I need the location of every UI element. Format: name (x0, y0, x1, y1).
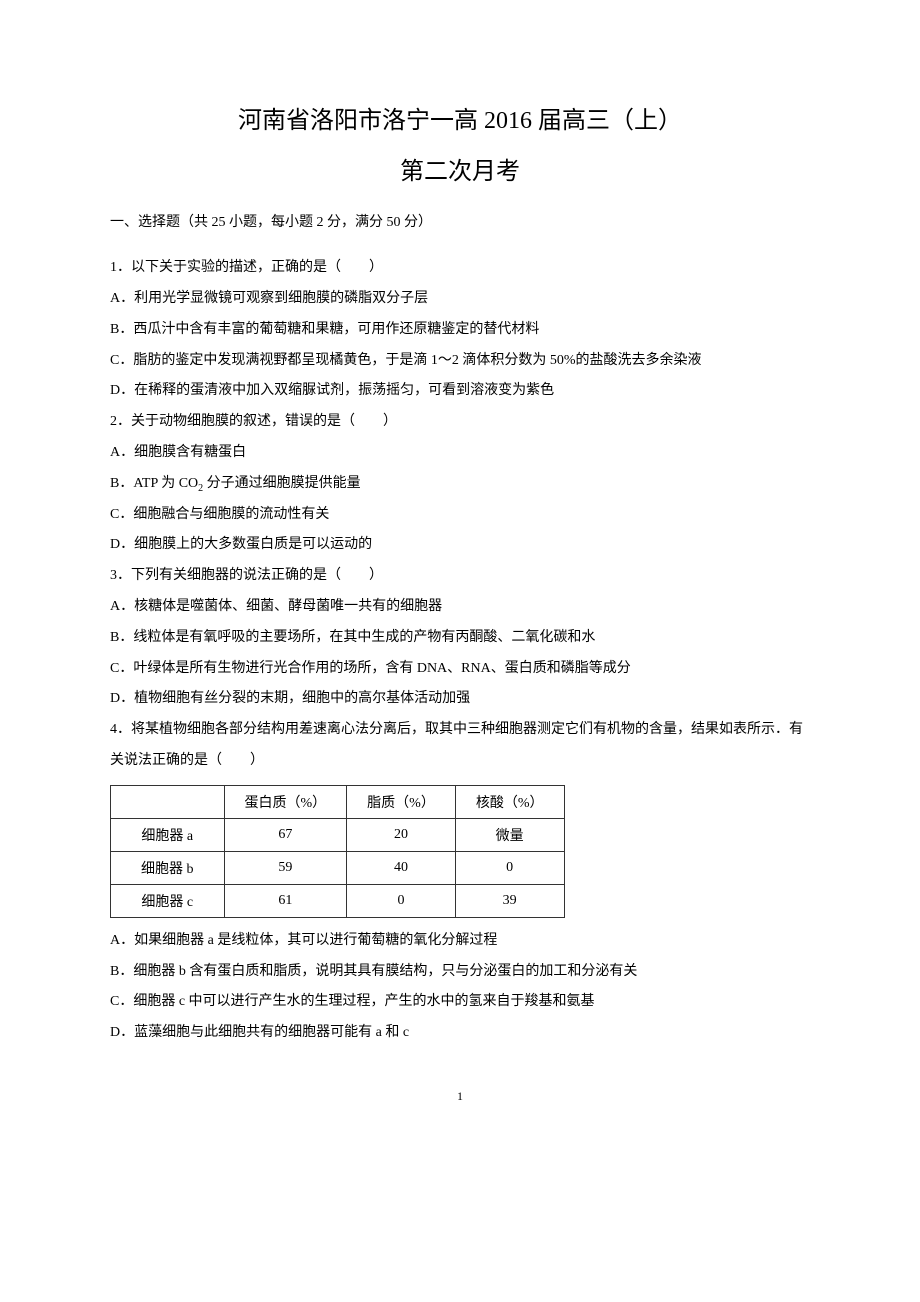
question-4-table: 蛋白质（%） 脂质（%） 核酸（%） 细胞器 a 67 20 微量 细胞器 b … (110, 785, 810, 918)
table-cell: 微量 (455, 818, 564, 851)
table-header-cell (111, 785, 225, 818)
question-2-option-c: C．细胞融合与细胞膜的流动性有关 (110, 500, 810, 531)
table-cell: 61 (224, 884, 347, 917)
question-1-option-a: A．利用光学显微镜可观察到细胞膜的磷脂双分子层 (110, 284, 810, 315)
question-3-stem: 3．下列有关细胞器的说法正确的是（ ） (110, 561, 810, 592)
q2-optb-suffix: 分子通过细胞膜提供能量 (203, 476, 361, 491)
table-header-cell: 核酸（%） (455, 785, 564, 818)
table-row: 细胞器 a 67 20 微量 (111, 818, 565, 851)
table-cell: 67 (224, 818, 347, 851)
document-subtitle: 第二次月考 (110, 151, 810, 186)
question-2-option-a: A．细胞膜含有糖蛋白 (110, 438, 810, 469)
table-cell: 39 (455, 884, 564, 917)
question-3-option-a: A．核糖体是噬菌体、细菌、酵母菌唯一共有的细胞器 (110, 592, 810, 623)
table-header-row: 蛋白质（%） 脂质（%） 核酸（%） (111, 785, 565, 818)
table-cell: 20 (347, 818, 456, 851)
question-1-option-d: D．在稀释的蛋清液中加入双缩脲试剂，振荡摇匀，可看到溶液变为紫色 (110, 376, 810, 407)
table-cell: 40 (347, 851, 456, 884)
q2-optb-prefix: B．ATP 为 CO (110, 476, 198, 491)
table-cell: 0 (455, 851, 564, 884)
question-3-option-b: B．线粒体是有氧呼吸的主要场所，在其中生成的产物有丙酮酸、二氧化碳和水 (110, 623, 810, 654)
question-1-option-c: C．脂肪的鉴定中发现满视野都呈现橘黄色，于是滴 1～2 滴体积分数为 50%的盐… (110, 346, 810, 377)
section-header: 一、选择题（共 25 小题，每小题 2 分，满分 50 分） (110, 210, 810, 235)
table-cell: 0 (347, 884, 456, 917)
table-cell: 细胞器 c (111, 884, 225, 917)
question-3-option-c: C．叶绿体是所有生物进行光合作用的场所，含有 DNA、RNA、蛋白质和磷脂等成分 (110, 654, 810, 685)
page-number: 1 (110, 1089, 810, 1104)
question-2-option-d: D．细胞膜上的大多数蛋白质是可以运动的 (110, 530, 810, 561)
question-2-stem: 2．关于动物细胞膜的叙述，错误的是（ ） (110, 407, 810, 438)
table-row: 细胞器 b 59 40 0 (111, 851, 565, 884)
question-4-stem: 4．将某植物细胞各部分结构用差速离心法分离后，取其中三种细胞器测定它们有机物的含… (110, 715, 810, 777)
table-header-cell: 脂质（%） (347, 785, 456, 818)
question-4-option-d: D．蓝藻细胞与此细胞共有的细胞器可能有 a 和 c (110, 1018, 810, 1049)
table-cell: 细胞器 a (111, 818, 225, 851)
table-row: 细胞器 c 61 0 39 (111, 884, 565, 917)
question-4-option-b: B．细胞器 b 含有蛋白质和脂质，说明其具有膜结构，只与分泌蛋白的加工和分泌有关 (110, 957, 810, 988)
question-4-option-c: C．细胞器 c 中可以进行产生水的生理过程，产生的水中的氢来自于羧基和氨基 (110, 987, 810, 1018)
document-title: 河南省洛阳市洛宁一高 2016 届高三（上） (110, 100, 810, 135)
question-4-option-a: A．如果细胞器 a 是线粒体，其可以进行葡萄糖的氧化分解过程 (110, 926, 810, 957)
table-cell: 细胞器 b (111, 851, 225, 884)
table-cell: 59 (224, 851, 347, 884)
question-1-stem: 1．以下关于实验的描述，正确的是（ ） (110, 253, 810, 284)
question-2-option-b: B．ATP 为 CO2 分子通过细胞膜提供能量 (110, 469, 810, 500)
table-header-cell: 蛋白质（%） (224, 785, 347, 818)
question-3-option-d: D．植物细胞有丝分裂的末期，细胞中的高尔基体活动加强 (110, 684, 810, 715)
question-1-option-b: B．西瓜汁中含有丰富的葡萄糖和果糖，可用作还原糖鉴定的替代材料 (110, 315, 810, 346)
